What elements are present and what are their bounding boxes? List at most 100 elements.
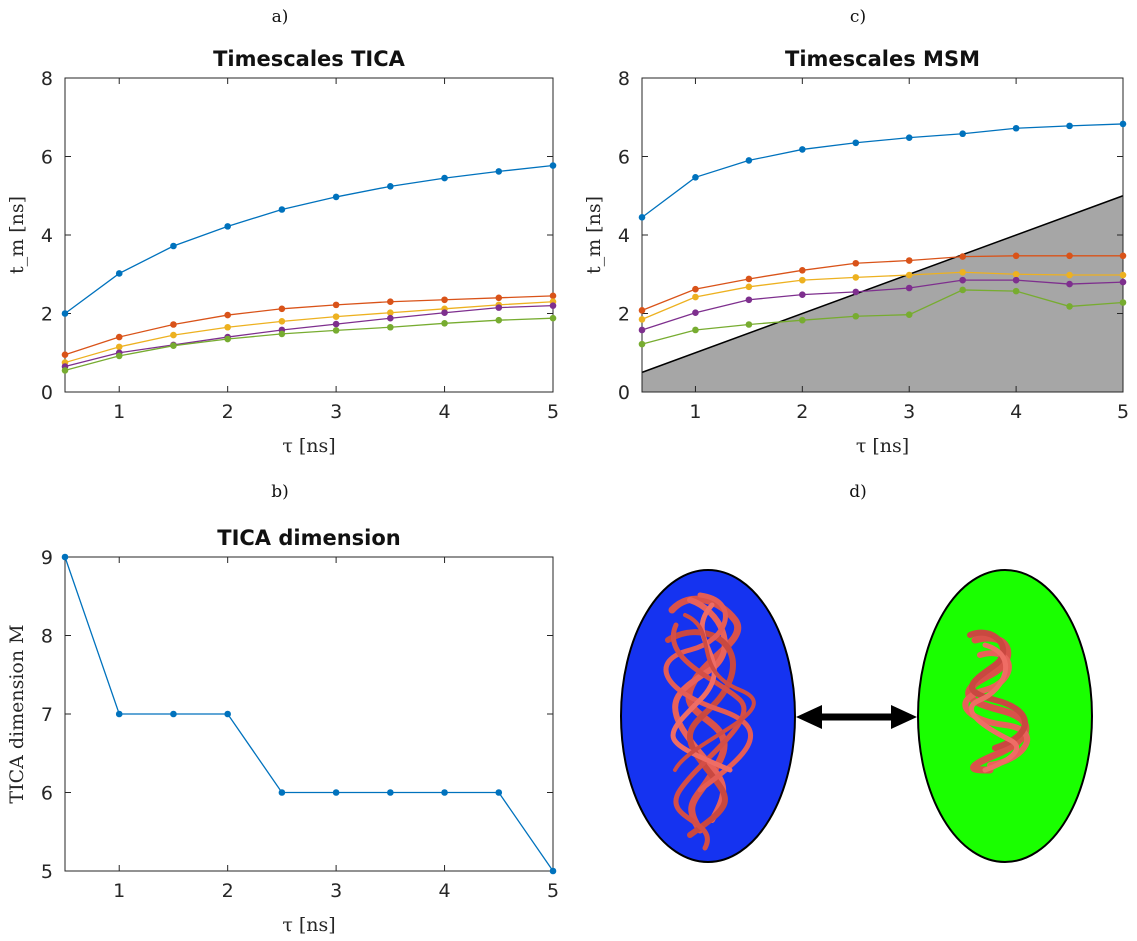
y-axis-label: t_m [ns]	[6, 196, 28, 274]
data-point	[638, 316, 646, 323]
data-point	[332, 193, 340, 201]
data-point	[332, 301, 340, 309]
data-point	[278, 318, 286, 325]
data-point	[799, 146, 806, 153]
data-point	[692, 309, 699, 317]
data-point	[115, 710, 123, 718]
data-point	[1066, 303, 1073, 310]
data-point	[1066, 252, 1073, 260]
data-point	[115, 352, 123, 360]
data-point	[1012, 252, 1020, 260]
series-3	[61, 302, 557, 370]
data-point	[852, 312, 860, 320]
data-point	[852, 259, 860, 267]
series-1	[61, 292, 557, 359]
x-tick-label: 2	[222, 401, 234, 423]
folded-state-ellipse	[917, 569, 1093, 863]
chart-title: TICA dimension	[217, 526, 401, 550]
data-point	[638, 326, 646, 334]
series-line	[64, 305, 554, 368]
data-point	[170, 242, 177, 250]
x-tick-label: 4	[1010, 401, 1022, 423]
y-tick-label: 6	[41, 147, 53, 169]
data-point	[638, 307, 646, 314]
series-line	[64, 301, 554, 364]
y-tick-label: 8	[41, 626, 53, 648]
data-point	[170, 321, 177, 328]
x-tick-label: 2	[796, 401, 808, 423]
data-point	[959, 253, 966, 260]
x-tick-label: 5	[547, 880, 559, 902]
x-tick-label: 1	[113, 880, 125, 902]
data-point	[441, 174, 448, 182]
data-point	[224, 323, 231, 331]
data-point	[692, 285, 699, 293]
data-point	[549, 314, 557, 322]
unfolded-protein-ensemble	[663, 592, 756, 851]
data-point	[745, 283, 753, 291]
x-axis-label: τ [ns]	[282, 914, 335, 936]
data-point	[799, 267, 806, 274]
x-tick-label: 3	[330, 401, 342, 423]
data-point	[549, 162, 557, 169]
data-point	[495, 168, 503, 175]
data-point	[61, 553, 69, 561]
data-point	[799, 276, 806, 284]
data-point	[441, 789, 448, 796]
data-point	[441, 309, 448, 317]
y-tick-label: 2	[41, 304, 53, 326]
chart-title: Timescales TICA	[213, 47, 406, 71]
data-point	[115, 343, 123, 351]
data-point	[61, 367, 69, 374]
data-point	[387, 323, 394, 331]
x-tick-label: 4	[439, 401, 451, 423]
chart-title: Timescales MSM	[785, 47, 980, 71]
data-point	[115, 333, 123, 341]
data-point	[332, 789, 340, 796]
series-line	[64, 317, 554, 372]
series-0	[638, 120, 1127, 221]
data-point	[1012, 124, 1020, 132]
series-line	[641, 255, 1123, 311]
x-tick-label: 5	[1117, 401, 1129, 423]
y-tick-label: 5	[41, 861, 53, 883]
y-axis-label: t_m [ns]	[583, 196, 605, 274]
data-point	[224, 710, 231, 718]
data-point	[905, 271, 913, 279]
data-point	[1066, 271, 1073, 279]
diagonal-boundary	[641, 195, 1124, 374]
series-line	[64, 164, 554, 315]
y-tick-label: 2	[618, 304, 630, 326]
data-point	[1119, 271, 1127, 279]
x-tick-label: 4	[439, 880, 451, 902]
y-tick-label: 6	[618, 147, 630, 169]
data-point	[495, 294, 503, 302]
data-point	[1119, 252, 1127, 260]
data-point	[278, 206, 286, 213]
data-point	[1119, 120, 1127, 128]
data-point	[441, 320, 448, 327]
data-point	[852, 274, 860, 281]
data-point	[852, 288, 860, 296]
data-point	[799, 291, 806, 298]
data-point	[495, 316, 503, 324]
y-tick-label: 6	[41, 783, 53, 805]
data-point	[905, 284, 913, 292]
series-line	[64, 556, 554, 872]
series-line	[641, 271, 1123, 320]
data-point	[905, 134, 913, 141]
y-tick-label: 0	[41, 382, 53, 404]
x-axis-label: τ [ns]	[282, 435, 335, 457]
data-point	[549, 292, 557, 300]
data-point	[61, 310, 69, 317]
data-point	[549, 302, 557, 309]
data-point	[1119, 278, 1127, 286]
data-point	[495, 304, 503, 311]
data-point	[905, 257, 913, 264]
series-4	[638, 286, 1127, 348]
data-point	[692, 326, 699, 334]
chart-timescales-tica: 1 2 3 4 5 0 2 4 6 8 Timescales TICA τ [ns] t_m [ns]	[6, 47, 559, 457]
series-line	[64, 295, 554, 356]
y-tick-label: 4	[41, 225, 53, 247]
